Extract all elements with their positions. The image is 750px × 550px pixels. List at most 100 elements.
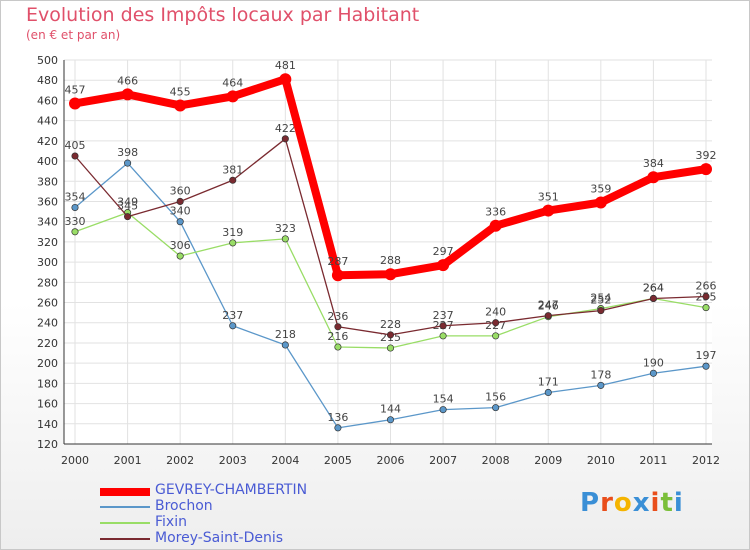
data-label: 197: [696, 349, 717, 362]
data-point: [176, 197, 184, 206]
data-point: [121, 88, 134, 101]
data-label: 340: [170, 205, 191, 218]
data-label: 264: [643, 281, 664, 294]
data-label: 266: [696, 279, 717, 292]
data-label: 144: [380, 403, 401, 416]
x-tick-label: 2000: [61, 454, 89, 467]
data-point: [700, 163, 712, 176]
y-tick-label: 200: [37, 357, 58, 370]
data-point: [492, 404, 500, 412]
data-point: [229, 176, 237, 184]
data-label: 178: [590, 368, 611, 381]
legend-swatch-morey: [100, 538, 150, 540]
data-point: [489, 219, 502, 232]
data-label: 306: [170, 239, 191, 252]
legend-item-brochon: Brochon: [100, 498, 360, 516]
data-point: [71, 152, 79, 160]
data-point: [702, 362, 710, 370]
data-point: [229, 322, 237, 330]
data-label: 236: [327, 310, 348, 323]
data-label: 349: [117, 196, 138, 209]
y-tick-label: 500: [37, 54, 58, 67]
data-point: [702, 292, 710, 301]
data-label: 392: [696, 149, 717, 162]
data-point: [174, 99, 187, 112]
data-point: [279, 73, 292, 86]
data-label: 323: [275, 222, 296, 235]
legend-swatch-fixin: [100, 522, 150, 524]
data-label: 264: [643, 281, 664, 294]
data-point: [386, 416, 395, 424]
y-tick-label: 420: [37, 135, 58, 148]
data-point: [544, 312, 552, 320]
data-point: [69, 97, 81, 110]
y-tick-label: 280: [37, 276, 58, 289]
data-point: [649, 369, 657, 377]
data-label: 136: [327, 411, 348, 424]
legend-item-fixin: Fixin: [100, 514, 360, 532]
data-label: 319: [222, 226, 243, 239]
data-point: [71, 203, 79, 212]
data-point: [647, 171, 660, 184]
legend-label-gevrey: GEVREY-CHAMBERTIN: [155, 482, 308, 498]
data-point: [226, 90, 239, 103]
x-tick-label: 2004: [271, 454, 299, 467]
data-label: 330: [65, 215, 86, 228]
data-point: [71, 228, 79, 236]
data-label: 466: [117, 74, 138, 87]
data-label: 237: [433, 309, 454, 322]
data-label: 246: [538, 300, 559, 313]
data-label: 190: [643, 356, 664, 369]
x-tick-label: 2006: [377, 454, 405, 467]
chart-subtitle: (en € et par an): [26, 28, 121, 42]
data-point: [439, 406, 447, 414]
data-label: 288: [380, 254, 401, 267]
y-tick-label: 260: [37, 297, 58, 310]
data-label: 384: [643, 157, 664, 170]
data-label: 228: [380, 318, 401, 331]
data-point: [331, 269, 344, 282]
data-label: 287: [327, 255, 348, 268]
data-point: [439, 332, 447, 340]
data-point: [281, 235, 289, 243]
x-tick-label: 2001: [114, 454, 142, 467]
data-label: 354: [65, 191, 86, 204]
data-point: [176, 218, 184, 226]
data-label: 297: [433, 245, 454, 258]
legend-swatch-brochon: [100, 506, 150, 508]
data-point: [229, 239, 237, 247]
x-tick-label: 2009: [534, 454, 562, 467]
data-label: 345: [117, 200, 138, 213]
data-label: 422: [275, 122, 296, 135]
data-label: 336: [485, 206, 506, 219]
x-tick-label: 2008: [482, 454, 510, 467]
data-label: 254: [590, 292, 611, 305]
data-point: [124, 213, 132, 221]
data-point: [334, 323, 342, 331]
data-point: [597, 307, 605, 315]
data-label: 381: [222, 163, 243, 176]
data-label: 481: [275, 59, 296, 72]
y-tick-label: 300: [37, 256, 58, 269]
y-tick-label: 460: [37, 94, 58, 107]
y-tick-label: 380: [37, 175, 58, 188]
data-label: 351: [538, 191, 559, 204]
y-tick-label: 400: [37, 155, 58, 168]
data-point: [649, 294, 657, 303]
data-label: 216: [327, 330, 348, 343]
chart-title: Evolution des Impôts locaux par Habitant: [26, 4, 420, 26]
data-label: 457: [65, 83, 86, 96]
data-label: 360: [170, 184, 191, 197]
data-label: 398: [117, 146, 138, 159]
data-label: 240: [485, 306, 506, 319]
x-tick-label: 2007: [429, 454, 457, 467]
legend-swatch-gevrey: [100, 488, 150, 496]
data-label: 464: [222, 76, 243, 89]
x-tick-label: 2011: [639, 454, 667, 467]
y-tick-label: 220: [37, 337, 58, 350]
data-label: 247: [538, 299, 559, 312]
data-point: [702, 304, 710, 312]
legend-label-morey: Morey-Saint-Denis: [155, 530, 284, 546]
y-tick-label: 120: [37, 438, 58, 451]
data-point: [281, 135, 289, 143]
